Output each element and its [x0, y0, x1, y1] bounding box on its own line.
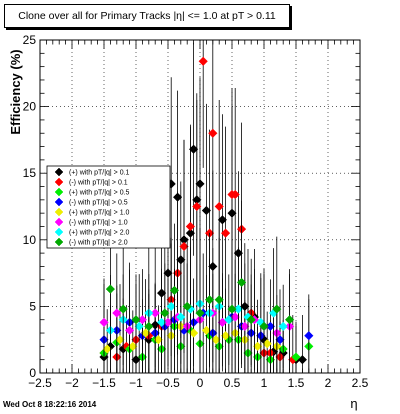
- data-point: [99, 317, 109, 328]
- legend-marker: [54, 237, 64, 247]
- legend-label: (-) with pT/|q| > 0.1: [69, 180, 128, 187]
- data-point: [198, 56, 208, 66]
- x-tick-label: −1: [129, 376, 143, 390]
- data-point: [272, 304, 282, 314]
- y-axis-label: Efficiency (%): [8, 49, 23, 134]
- chart-title-box: Clone over all for Primary Tracks |η| <=…: [4, 4, 290, 28]
- legend-marker: [54, 167, 64, 177]
- data-point: [124, 325, 135, 336]
- data-point: [236, 277, 247, 288]
- data-point: [204, 295, 215, 305]
- legend-marker: [54, 227, 64, 237]
- legend-label: (+) with pT/|q| > 0.1: [69, 170, 130, 177]
- y-tick-label: 0: [29, 366, 36, 380]
- data-point: [214, 201, 224, 212]
- x-tick-label: −2.5: [28, 376, 52, 390]
- x-tick-label: 1: [261, 376, 268, 390]
- x-tick-label: 2.5: [352, 376, 369, 390]
- data-point: [131, 315, 141, 325]
- legend-marker: [54, 207, 64, 217]
- data-point: [220, 228, 231, 238]
- data-point: [112, 308, 122, 318]
- data-point: [227, 304, 237, 314]
- x-tick-label: 2: [325, 376, 332, 390]
- legend-label: (-) with pT/|q| > 0.5: [69, 200, 128, 207]
- data-point: [105, 284, 116, 294]
- data-point: [208, 128, 218, 138]
- data-point: [118, 304, 128, 314]
- data-point: [144, 321, 154, 332]
- y-tick-label: 25: [23, 33, 37, 47]
- y-tick-label: 10: [23, 233, 37, 247]
- legend-label: (+) with pT/|q| > 2.0: [69, 230, 130, 237]
- data-point: [230, 189, 240, 200]
- data-point: [246, 315, 256, 325]
- x-tick-label: 1.5: [288, 376, 305, 390]
- data-point: [150, 308, 160, 318]
- x-tick-label: 0: [197, 376, 204, 390]
- chart-title: Clone over all for Primary Tracks |η| <=…: [18, 10, 276, 22]
- legend-label: (-) with pT/|q| > 1.0: [69, 220, 128, 227]
- x-tick-label: 0.5: [224, 376, 241, 390]
- data-point: [169, 285, 180, 296]
- data-point: [185, 221, 196, 232]
- x-tick-label: −1.5: [92, 376, 116, 390]
- legend-marker: [54, 177, 64, 187]
- data-point: [176, 312, 186, 322]
- x-tick-label: −2: [65, 376, 79, 390]
- data-point: [278, 321, 288, 332]
- legend-label: (-) with pT/|q| > 2.0: [69, 240, 128, 247]
- y-tick-label: 20: [23, 100, 37, 114]
- legend-marker: [54, 187, 64, 197]
- legend-box: [46, 165, 171, 249]
- data-point: [297, 355, 308, 365]
- legend-marker: [54, 217, 64, 227]
- data-point: [304, 331, 314, 341]
- data-point: [259, 321, 269, 332]
- legend-label: (+) with pT/|q| > 0.5: [69, 190, 130, 197]
- legend-label: (+) with pT/|q| > 1.0: [69, 210, 130, 217]
- data-point: [195, 308, 205, 318]
- y-tick-label: 5: [29, 299, 36, 313]
- timestamp: Wed Oct 8 18:22:16 2014: [3, 400, 97, 409]
- x-tick-label: −0.5: [156, 376, 180, 390]
- data-point: [284, 315, 295, 325]
- x-axis-label: η: [350, 396, 357, 411]
- data-point: [182, 301, 192, 312]
- data-point: [160, 308, 170, 318]
- data-point: [192, 201, 202, 212]
- y-tick-label: 15: [23, 166, 37, 180]
- data-point: [291, 352, 301, 362]
- legend-marker: [54, 197, 64, 207]
- data-point: [214, 295, 224, 305]
